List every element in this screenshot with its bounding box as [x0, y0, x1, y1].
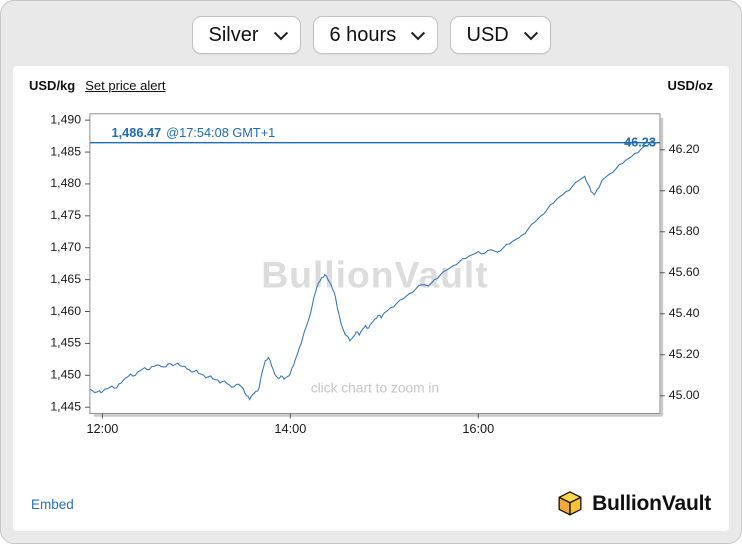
svg-text:45.00: 45.00	[669, 388, 700, 402]
svg-text:1,455: 1,455	[50, 336, 81, 350]
left-axis-unit-label: USD/kg	[29, 78, 76, 93]
chart-footer: Embed BullionVault	[27, 483, 715, 521]
svg-text:16:00: 16:00	[462, 421, 494, 436]
svg-text:45.40: 45.40	[669, 306, 700, 320]
svg-text:1,485: 1,485	[50, 144, 81, 158]
svg-text:46.20: 46.20	[669, 142, 700, 156]
left-axis-header: USD/kg Set price alert	[29, 78, 165, 93]
svg-text:1,470: 1,470	[50, 240, 81, 254]
svg-text:14:00: 14:00	[274, 421, 306, 436]
timeframe-select-wrap: 6 hours	[312, 16, 438, 54]
zoom-hint-text: click chart to zoom in	[311, 381, 439, 396]
svg-text:45.20: 45.20	[669, 347, 700, 361]
svg-text:45.60: 45.60	[669, 265, 700, 279]
svg-text:1,475: 1,475	[50, 208, 81, 222]
metal-select[interactable]: Silver	[191, 16, 301, 54]
metal-select-wrap: Silver	[191, 16, 301, 54]
timeframe-select[interactable]: 6 hours	[312, 16, 438, 54]
svg-text:45.80: 45.80	[669, 224, 700, 238]
chart-card: USD/kg Set price alert USD/oz BullionVaul…	[13, 66, 729, 531]
svg-text:1,445: 1,445	[50, 399, 81, 413]
svg-text:1,480: 1,480	[50, 176, 81, 190]
chart-header: USD/kg Set price alert USD/oz	[27, 74, 715, 101]
x-axis: 12:00 14:00 16:00	[86, 413, 494, 436]
set-price-alert-link[interactable]: Set price alert	[85, 78, 166, 93]
chart-watermark: BullionVault	[261, 254, 488, 296]
svg-text:1,460: 1,460	[50, 304, 81, 318]
price-line	[89, 139, 657, 401]
gold-cube-icon	[558, 491, 582, 516]
svg-text:1,450: 1,450	[50, 368, 81, 382]
current-price-oz-label: 46.23	[624, 135, 656, 150]
currency-select[interactable]: USD	[449, 16, 551, 54]
embed-link[interactable]: Embed	[31, 496, 74, 512]
svg-text:1,490: 1,490	[50, 112, 81, 126]
bullionvault-logo: BullionVault	[555, 489, 711, 519]
brand-name: BullionVault	[592, 492, 711, 515]
plot-area[interactable]	[89, 113, 661, 415]
chart-controls: Silver 6 hours USD	[1, 1, 741, 66]
y-axis-right: 45.00 45.20 45.40 45.60 45.80 46.00 46.20	[659, 142, 700, 402]
currency-select-wrap: USD	[449, 16, 551, 54]
y-axis-left: 1,445 1,450 1,455 1,460 1,465 1,470 1,475 1,480…	[50, 112, 90, 413]
right-axis-unit-label: USD/oz	[667, 78, 714, 93]
current-price-label: 1,486.47 @17:54:08 GMT+1	[112, 125, 276, 140]
svg-text:12:00: 12:00	[86, 421, 118, 436]
svg-text:46.00: 46.00	[669, 183, 700, 197]
svg-text:1,465: 1,465	[50, 272, 81, 286]
